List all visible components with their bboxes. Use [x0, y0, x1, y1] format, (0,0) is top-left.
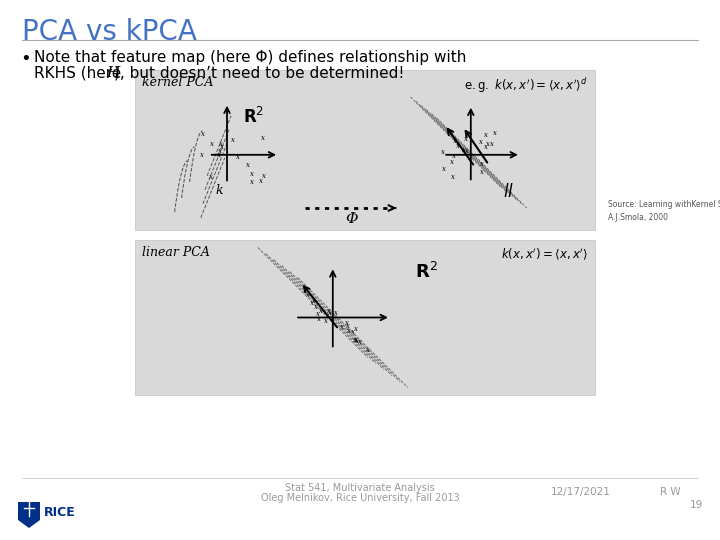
Text: Note that feature map (here Φ) defines relationship with: Note that feature map (here Φ) defines r…	[34, 50, 467, 65]
Text: x: x	[305, 291, 310, 299]
Text: k: k	[215, 185, 222, 198]
Text: $\mathbf{R}^2$: $\mathbf{R}^2$	[243, 107, 264, 127]
Text: PCA vs kPCA: PCA vs kPCA	[22, 18, 197, 46]
Text: x: x	[310, 299, 314, 307]
Text: $\mathit{ll}$: $\mathit{ll}$	[503, 183, 514, 201]
Text: x: x	[250, 178, 253, 186]
Text: x: x	[219, 140, 222, 148]
Text: Φ: Φ	[345, 212, 357, 226]
Text: x: x	[328, 309, 332, 317]
Text: x: x	[201, 130, 205, 138]
Text: x: x	[209, 173, 213, 181]
Text: x: x	[324, 318, 328, 325]
Text: x: x	[340, 323, 343, 331]
Text: x: x	[258, 177, 263, 185]
Text: x: x	[346, 327, 351, 335]
Text: Source: Learning withKernel SVM, ... by
A.J.Smola, 2000: Source: Learning withKernel SVM, ... by …	[608, 200, 720, 221]
Text: x: x	[236, 153, 240, 161]
Text: x: x	[484, 143, 488, 151]
Text: Stat 541, Multivariate Analysis: Stat 541, Multivariate Analysis	[285, 483, 435, 493]
Text: x: x	[366, 346, 369, 354]
Text: x: x	[479, 138, 482, 146]
Text: x: x	[452, 152, 456, 160]
Text: x: x	[453, 137, 457, 145]
Text: Oleg Melnikov, Rice University, Fall 2013: Oleg Melnikov, Rice University, Fall 201…	[261, 493, 459, 503]
Text: x: x	[315, 310, 320, 318]
Text: x: x	[441, 148, 446, 156]
Text: x: x	[312, 297, 316, 305]
Text: x: x	[351, 328, 355, 336]
Bar	[135, 240, 595, 395]
Text: $k(x,x'){=}\langle x,x'\rangle$: $k(x,x'){=}\langle x,x'\rangle$	[501, 246, 588, 262]
Text: 19: 19	[690, 500, 703, 510]
Text: x: x	[354, 326, 358, 333]
Text: linear PCA: linear PCA	[142, 246, 210, 259]
Text: x: x	[317, 315, 321, 323]
Text: x: x	[218, 147, 222, 154]
Text: x: x	[220, 143, 224, 151]
Text: x: x	[442, 165, 446, 173]
Text: x: x	[217, 151, 221, 159]
Text: x: x	[250, 170, 254, 178]
Text: x: x	[492, 129, 497, 137]
Text: x: x	[345, 319, 348, 327]
Text: x: x	[327, 307, 331, 315]
Text: x: x	[464, 135, 468, 143]
Text: x: x	[462, 146, 467, 154]
Text: x: x	[230, 136, 235, 144]
Text: x: x	[480, 160, 484, 168]
Text: •: •	[20, 50, 31, 68]
Text: H: H	[106, 66, 120, 80]
Text: x: x	[354, 336, 357, 344]
Text: x: x	[464, 147, 469, 155]
Text: x: x	[451, 158, 454, 166]
Text: x: x	[451, 172, 455, 180]
Text: x: x	[315, 303, 318, 312]
Text: x: x	[484, 131, 488, 139]
Text: ), but doesn’t need to be determined!: ), but doesn’t need to be determined!	[114, 66, 405, 81]
Bar	[135, 70, 595, 230]
Text: RKHS (here: RKHS (here	[34, 66, 126, 81]
Text: $\mathbf{R}^2$: $\mathbf{R}^2$	[415, 262, 438, 282]
Text: x: x	[319, 307, 323, 315]
Text: x: x	[210, 139, 214, 147]
Text: x: x	[262, 172, 266, 179]
Text: x: x	[261, 133, 266, 141]
Text: x: x	[200, 151, 204, 159]
Text: x: x	[354, 336, 358, 344]
Text: x: x	[456, 143, 460, 151]
Text: x: x	[246, 161, 250, 170]
Text: x: x	[487, 140, 490, 148]
Text: R W: R W	[660, 487, 680, 497]
Polygon shape	[18, 502, 40, 528]
Text: x: x	[355, 337, 359, 345]
Text: x: x	[480, 168, 484, 176]
Text: x: x	[490, 140, 494, 148]
Text: 12/17/2021: 12/17/2021	[551, 487, 611, 497]
Text: RICE: RICE	[44, 505, 76, 518]
Text: $\mathrm{e.g.}\ k(x,x'){=}\langle x,x'\rangle^d$: $\mathrm{e.g.}\ k(x,x'){=}\langle x,x'\r…	[464, 76, 588, 95]
Text: x: x	[333, 309, 338, 316]
Text: x: x	[346, 322, 350, 330]
Text: kernel PCA: kernel PCA	[142, 76, 213, 89]
Text: x: x	[358, 338, 362, 346]
